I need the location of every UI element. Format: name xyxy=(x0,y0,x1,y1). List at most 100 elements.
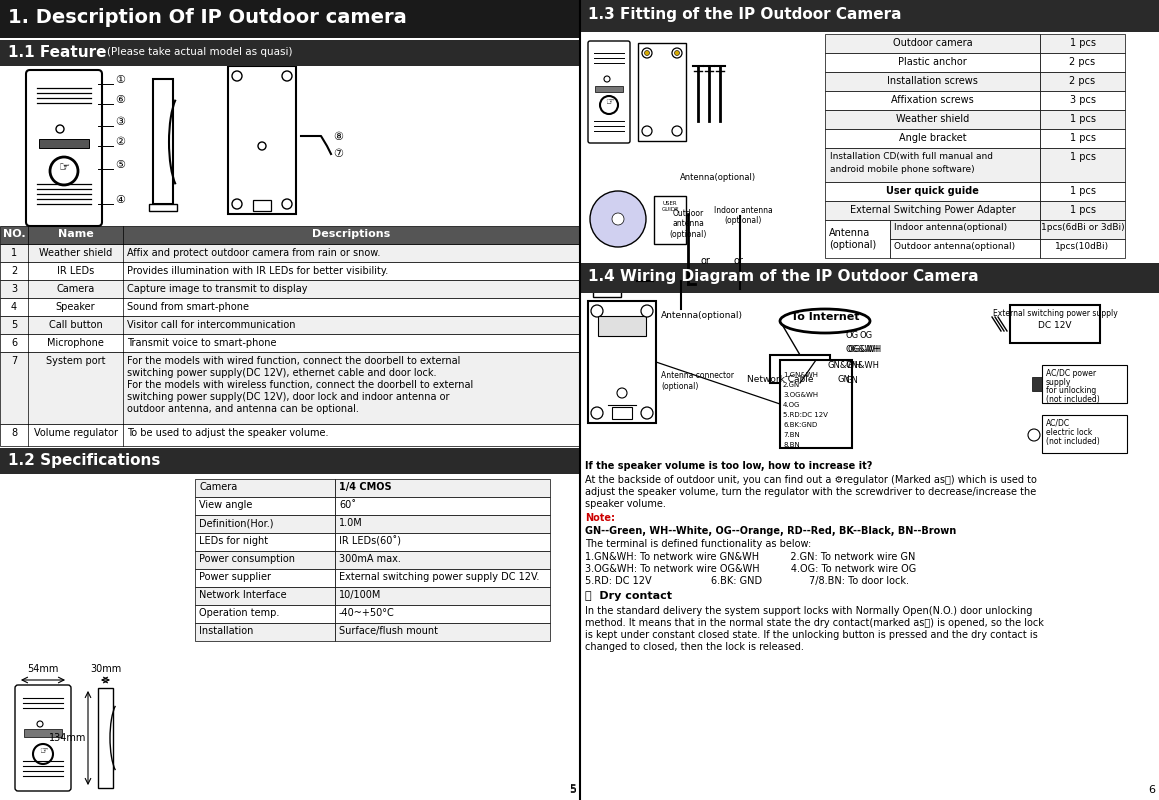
Bar xyxy=(335,569,551,587)
Text: Installation: Installation xyxy=(199,626,254,636)
Text: Call button: Call button xyxy=(49,320,102,330)
Bar xyxy=(825,148,1040,182)
Text: Installation screws: Installation screws xyxy=(887,76,978,86)
Bar xyxy=(0,40,580,66)
Text: Outdoor antenna(optional): Outdoor antenna(optional) xyxy=(894,242,1015,251)
Text: android mobile phone software): android mobile phone software) xyxy=(830,165,975,174)
Text: Weather shield: Weather shield xyxy=(896,114,969,124)
Text: In the standard delivery the system support locks with Normally Open(N.O.) door : In the standard delivery the system supp… xyxy=(585,606,1033,616)
Bar xyxy=(99,688,112,788)
Text: 5: 5 xyxy=(569,785,576,795)
Bar xyxy=(1040,91,1125,110)
Text: 1.0M: 1.0M xyxy=(338,518,363,528)
Text: 134mm: 134mm xyxy=(49,733,86,743)
Circle shape xyxy=(612,213,624,225)
Text: GN: GN xyxy=(838,375,851,384)
Text: Outdoor
antenna
(optional): Outdoor antenna (optional) xyxy=(669,209,707,238)
Text: The terminal is defined functionality as below:: The terminal is defined functionality as… xyxy=(585,539,811,549)
Text: Surface/flush mount: Surface/flush mount xyxy=(338,626,438,636)
Bar xyxy=(593,265,621,297)
Text: IR LEDs(60˚): IR LEDs(60˚) xyxy=(338,536,401,546)
Text: Operation temp.: Operation temp. xyxy=(199,608,279,618)
Bar xyxy=(825,182,1040,201)
Text: changed to closed, then the lock is released.: changed to closed, then the lock is rele… xyxy=(585,642,804,652)
Text: 1.GN&WH: To network wire GN&WH          2.GN: To network wire GN: 1.GN&WH: To network wire GN&WH 2.GN: To … xyxy=(585,552,916,562)
Text: 54mm: 54mm xyxy=(28,664,59,674)
Text: 10/100M: 10/100M xyxy=(338,590,381,600)
Text: 1 pcs: 1 pcs xyxy=(1070,133,1095,143)
Text: Installation CD(with full manual and: Installation CD(with full manual and xyxy=(830,152,993,161)
Text: for unlocking: for unlocking xyxy=(1047,386,1096,395)
Bar xyxy=(335,605,551,623)
Text: For the models with wired function, connect the doorbell to external: For the models with wired function, conn… xyxy=(127,356,460,366)
Bar xyxy=(890,239,1040,258)
Bar xyxy=(1040,72,1125,91)
Text: 2 pcs: 2 pcs xyxy=(1070,76,1095,86)
Bar xyxy=(1040,34,1125,53)
Text: 1 pcs: 1 pcs xyxy=(1070,186,1095,196)
Text: Sound from smart-phone: Sound from smart-phone xyxy=(127,302,249,312)
Text: 1.4 Wiring Diagram of the IP Outdoor Camera: 1.4 Wiring Diagram of the IP Outdoor Cam… xyxy=(588,269,978,284)
Text: To be used to adjust the speaker volume.: To be used to adjust the speaker volume. xyxy=(127,428,328,438)
Text: Microphone: Microphone xyxy=(48,338,104,348)
Bar xyxy=(0,352,580,424)
Text: Camera: Camera xyxy=(199,482,238,492)
Bar xyxy=(195,623,335,641)
Text: DC 12V: DC 12V xyxy=(1038,321,1072,330)
Bar xyxy=(825,91,1040,110)
Bar xyxy=(598,316,646,336)
Text: 1.2 Specifications: 1.2 Specifications xyxy=(8,453,160,468)
Text: OG&WH: OG&WH xyxy=(845,345,880,354)
Bar xyxy=(1040,201,1125,220)
Text: Network Interface: Network Interface xyxy=(199,590,286,600)
Text: Plastic anchor: Plastic anchor xyxy=(898,57,967,67)
Text: Power consumption: Power consumption xyxy=(199,554,296,564)
Bar xyxy=(0,334,580,352)
Text: External switching power supply DC 12V.: External switching power supply DC 12V. xyxy=(338,572,539,582)
Text: 8: 8 xyxy=(10,428,17,438)
Text: 1pcs(10dBi): 1pcs(10dBi) xyxy=(1056,242,1109,251)
FancyBboxPatch shape xyxy=(588,41,630,143)
Text: 1. Description Of IP Outdoor camera: 1. Description Of IP Outdoor camera xyxy=(8,8,407,27)
Text: Transmit voice to smart-phone: Transmit voice to smart-phone xyxy=(127,338,277,348)
Text: OG: OG xyxy=(860,331,873,340)
Text: 4.OG: 4.OG xyxy=(783,402,801,408)
Text: Descriptions: Descriptions xyxy=(313,229,391,239)
Bar xyxy=(335,623,551,641)
Bar xyxy=(825,220,890,258)
Bar xyxy=(228,66,296,214)
Text: Volume regulator: Volume regulator xyxy=(34,428,117,438)
Ellipse shape xyxy=(780,309,870,333)
Bar xyxy=(195,497,335,515)
Bar xyxy=(153,79,173,204)
Text: At the backside of outdoor unit, you can find out a ⚙regulator (Marked asⓓ) whic: At the backside of outdoor unit, you can… xyxy=(585,475,1037,485)
Bar xyxy=(1040,129,1125,148)
Circle shape xyxy=(672,48,681,58)
Text: (not included): (not included) xyxy=(1047,437,1100,446)
Text: 2.GN: 2.GN xyxy=(783,382,800,388)
Bar xyxy=(1040,220,1125,239)
Text: 5: 5 xyxy=(569,784,576,794)
Text: 1.3 Fitting of the IP Outdoor Camera: 1.3 Fitting of the IP Outdoor Camera xyxy=(588,7,902,22)
Text: 6: 6 xyxy=(10,338,17,348)
Text: Indoor antenna(optional): Indoor antenna(optional) xyxy=(894,223,1007,232)
Bar xyxy=(780,360,852,448)
Bar xyxy=(0,298,580,316)
Text: Outdoor camera: Outdoor camera xyxy=(892,38,972,48)
Text: Antenna(optional): Antenna(optional) xyxy=(680,173,756,182)
Text: method. It means that in the normal state the dry contact(marked asⓓ) is opened,: method. It means that in the normal stat… xyxy=(585,618,1044,628)
Text: ☞: ☞ xyxy=(38,746,48,756)
Bar xyxy=(580,263,1159,293)
Bar xyxy=(890,220,1040,239)
Circle shape xyxy=(641,407,653,419)
Text: Power supplier: Power supplier xyxy=(199,572,271,582)
Text: 1.GN&WH: 1.GN&WH xyxy=(783,372,818,378)
Bar xyxy=(1040,110,1125,129)
Text: 1 pcs: 1 pcs xyxy=(1070,38,1095,48)
Text: Antenna connector: Antenna connector xyxy=(661,371,734,380)
Text: Antenna(optional): Antenna(optional) xyxy=(661,311,743,320)
Text: System port: System port xyxy=(45,356,105,366)
Bar xyxy=(0,280,580,298)
Text: (not included): (not included) xyxy=(1047,395,1100,404)
Bar xyxy=(0,424,580,446)
